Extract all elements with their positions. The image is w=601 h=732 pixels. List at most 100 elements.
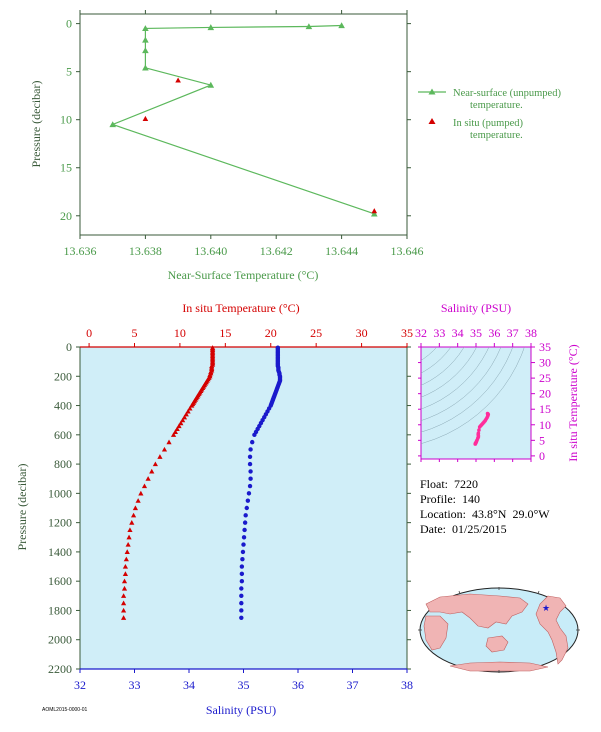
float-info-location: Location: 43.8°N 29.0°W xyxy=(420,507,550,521)
profile-salinity-axis-label: Salinity (PSU) xyxy=(206,703,276,717)
temperature-point xyxy=(132,505,139,511)
near-surface-y-tick-label: 15 xyxy=(60,161,72,175)
near-surface-x-label: Near-Surface Temperature (°C) xyxy=(168,268,319,282)
ts-salinity-tick-label: 38 xyxy=(525,326,537,340)
profile-pressure-tick-label: 600 xyxy=(54,428,72,442)
map-continent-americas xyxy=(535,595,569,665)
profile-pressure-tick-label: 1600 xyxy=(48,574,72,588)
temperature-point xyxy=(152,461,158,467)
temperature-point xyxy=(126,534,132,540)
legend-insitu-line1: In situ (pumped) xyxy=(453,118,523,129)
legend-unpumped-line2: temperature. xyxy=(470,100,523,111)
salinity-point xyxy=(242,520,248,525)
ts-y-label: In situ Temperature (°C) xyxy=(566,344,580,461)
near-surface-plot-frame xyxy=(79,13,408,236)
near-surface-unpumped-point xyxy=(338,22,345,29)
near-surface-y-tick-label: 20 xyxy=(60,209,72,223)
near-surface-y-tick-label: 10 xyxy=(60,113,72,127)
profile-temperature-tick-label: 30 xyxy=(356,326,368,340)
ts-salinity-tick-label: 34 xyxy=(452,326,464,340)
profile-panel: 0200400600800100012001400160018002000220… xyxy=(15,301,413,717)
salinity-point xyxy=(239,571,245,577)
salinity-point xyxy=(239,615,244,620)
temperature-point xyxy=(183,411,189,417)
ts-point xyxy=(476,431,481,435)
temperature-point xyxy=(135,498,141,503)
near-surface-unpumped-point xyxy=(207,24,215,31)
float-info-date: Date: 01/25/2015 xyxy=(420,522,507,536)
map-continent-eurasia xyxy=(425,593,529,629)
salinity-point xyxy=(240,557,245,562)
temperature-point xyxy=(166,439,172,445)
map-land xyxy=(423,593,569,672)
temperature-point xyxy=(122,571,129,576)
profile-salinity-tick-label: 38 xyxy=(401,678,413,692)
map-tick xyxy=(458,590,461,595)
ts-salinity-tick-label: 33 xyxy=(433,326,445,340)
profile-temperature-tick-label: 15 xyxy=(219,326,231,340)
ts-temperature-tick-label: 35 xyxy=(539,340,551,354)
float-location-map: ★ xyxy=(418,587,580,673)
profile-pressure-tick-label: 2200 xyxy=(48,662,72,676)
salinity-point xyxy=(242,527,247,533)
temperature-point xyxy=(174,426,180,432)
salinity-point xyxy=(247,483,253,489)
profile-temperature-tick-label: 25 xyxy=(310,326,322,340)
profile-pressure-tick-label: 800 xyxy=(54,457,72,471)
ts-density-contour xyxy=(421,347,525,444)
temperature-point xyxy=(176,423,182,429)
salinity-point xyxy=(252,432,257,438)
temperature-point xyxy=(124,549,130,554)
temperature-point xyxy=(141,483,148,489)
temperature-point xyxy=(149,468,155,474)
salinity-point xyxy=(247,461,253,467)
temperature-point xyxy=(122,563,129,569)
map-continent-antarctica xyxy=(449,661,549,672)
profile-plot-area xyxy=(79,346,408,670)
salinity-point xyxy=(241,542,246,547)
ts-density-contour xyxy=(421,347,438,361)
ts-salinity-tick-label: 32 xyxy=(415,326,427,340)
ts-point xyxy=(477,428,481,432)
salinity-point xyxy=(239,600,244,606)
ts-density-contours xyxy=(383,300,525,444)
insitu-pumped-point xyxy=(175,77,181,83)
legend-insitu-line2: temperature. xyxy=(470,130,523,141)
ts-temperature-tick-label: 10 xyxy=(539,418,551,432)
temperature-point xyxy=(121,593,127,598)
profile-salinity-tick-label: 32 xyxy=(74,678,86,692)
profile-temperature-ticks: 0 5 10 15 20 25 30 35 xyxy=(86,326,413,347)
near-surface-x-tick-label: 13.638 xyxy=(129,244,162,258)
temperature-point xyxy=(181,414,188,420)
salinity-point xyxy=(239,564,245,569)
near-surface-unpumped-point xyxy=(142,25,149,32)
ts-density-contour xyxy=(383,300,400,317)
near-surface-x-tick-label: 13.646 xyxy=(391,244,424,258)
near-surface-x-tick-label: 13.636 xyxy=(64,244,97,258)
near-surface-x-ticks: 13.636 13.638 13.640 13.642 13.644 13.646 xyxy=(64,10,424,258)
profile-pressure-tick-label: 1800 xyxy=(48,603,72,617)
ts-temperature-tick-label: 25 xyxy=(539,371,551,385)
salinity-point xyxy=(247,454,253,459)
legend-insitu-marker xyxy=(428,118,436,124)
temperature-point xyxy=(157,454,163,459)
profile-pressure-ticks: 0 200 400 600 800 1000 1200 1400 1600 1800 2000 220… xyxy=(48,340,411,676)
near-surface-unpumped-point xyxy=(371,210,378,217)
float-location-marker: ★ xyxy=(542,603,550,613)
profile-temperature-tick-label: 35 xyxy=(401,326,413,340)
ts-salinity-tick-label: 35 xyxy=(470,326,482,340)
ts-salinity-tick-label: 36 xyxy=(488,326,500,340)
profile-salinity-tick-label: 33 xyxy=(129,678,141,692)
salinity-point xyxy=(239,608,244,613)
near-surface-unpumped-point xyxy=(305,23,313,30)
ts-temperature-tick-label: 30 xyxy=(539,356,551,370)
insitu-pumped-point xyxy=(371,208,378,214)
profile-temperature-tick-label: 10 xyxy=(174,326,186,340)
temperature-point xyxy=(129,520,135,525)
legend-unpumped-label: Near-surface (unpumped) temperature. xyxy=(453,88,564,111)
profile-pressure-tick-label: 400 xyxy=(54,399,72,413)
legend-unpumped-marker xyxy=(428,88,436,95)
near-surface-unpumped-point xyxy=(142,64,149,71)
ts-points xyxy=(473,411,491,446)
